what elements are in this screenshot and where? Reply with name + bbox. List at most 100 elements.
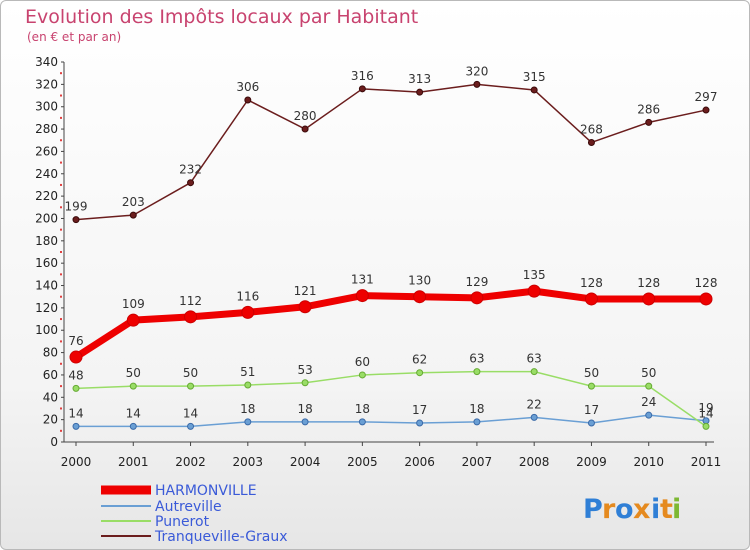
data-point: [358, 418, 366, 426]
y-minor-tick: [60, 429, 62, 432]
legend-label: HARMONVILLE: [155, 483, 257, 499]
data-point: [470, 291, 484, 305]
data-label: 280: [294, 109, 317, 123]
y-tick-label: 140: [35, 279, 58, 293]
data-point: [527, 284, 541, 298]
data-label: 18: [297, 402, 312, 416]
y-minor-tick: [60, 251, 62, 253]
data-label: 313: [408, 72, 431, 86]
data-point: [702, 422, 710, 430]
y-minor-tick: [60, 318, 62, 321]
data-label: 320: [465, 64, 488, 78]
data-label: 76: [68, 334, 83, 348]
data-point: [129, 382, 137, 390]
data-point: [642, 292, 656, 306]
data-point: [416, 88, 424, 96]
x-tick-label: 2002: [175, 455, 206, 469]
x-tick-label: 2010: [633, 455, 664, 469]
y-minor-tick: [60, 94, 62, 97]
data-label: 50: [584, 366, 599, 380]
data-point: [587, 138, 595, 146]
y-minor-tick: [60, 161, 62, 164]
y-minor-tick: [60, 206, 62, 209]
data-point: [187, 382, 195, 390]
data-point: [587, 419, 595, 427]
data-label: 63: [469, 352, 484, 366]
chart-title: Evolution des Impôts locaux par Habitant: [25, 6, 418, 28]
data-point: [72, 384, 80, 392]
data-point: [187, 179, 195, 187]
data-label: 14: [183, 406, 198, 420]
data-label: 14: [126, 406, 141, 420]
y-tick-label: 160: [35, 256, 58, 270]
data-point: [413, 290, 427, 304]
y-minor-tick: [60, 183, 62, 186]
legend: HARMONVILLEAutrevillePunerotTranqueville…: [101, 483, 288, 545]
logo-letter: i: [651, 494, 660, 525]
data-label: 24: [641, 395, 656, 409]
data-label: 50: [183, 366, 198, 380]
y-tick-label: 260: [35, 144, 58, 158]
y-tick-label: 240: [35, 167, 58, 181]
data-label: 51: [240, 365, 255, 379]
y-minor-tick: [60, 385, 62, 388]
data-point: [298, 300, 312, 314]
series-line: [74, 287, 706, 361]
data-label: 128: [637, 276, 660, 290]
data-label: 131: [351, 273, 374, 287]
data-point: [416, 419, 424, 427]
series-harmonville: 76 109 112 116 121 131 130 129 135 128 128 128: [68, 268, 717, 364]
x-tick-label: 2000: [61, 455, 92, 469]
data-label: 60: [355, 355, 370, 369]
data-point: [530, 368, 538, 376]
data-point: [645, 411, 653, 419]
data-label: 62: [412, 353, 427, 367]
legend-label: Tranqueville-Graux: [154, 529, 288, 545]
logo-letter: i: [672, 494, 681, 525]
legend-item: Tranqueville-Graux: [101, 529, 288, 545]
data-label: 18: [469, 402, 484, 416]
y-tick-label: 80: [43, 346, 58, 360]
data-point: [358, 371, 366, 379]
y-tick-label: 320: [35, 77, 58, 91]
y-tick-label: 0: [50, 435, 58, 449]
data-point: [244, 418, 252, 426]
data-point: [129, 211, 137, 219]
logo-letter: t: [660, 494, 673, 525]
data-label: 121: [294, 284, 317, 298]
data-label: 135: [523, 268, 546, 282]
data-label: 315: [523, 70, 546, 84]
logo-letter: o: [615, 494, 634, 525]
data-label: 306: [236, 80, 259, 94]
x-tick-label: 2004: [290, 455, 321, 469]
data-label: 53: [297, 363, 312, 377]
y-tick-label: 200: [35, 211, 58, 225]
legend-label: Punerot: [155, 514, 210, 530]
data-label: 128: [580, 276, 603, 290]
data-label: 116: [236, 289, 259, 303]
data-label: 14: [68, 406, 83, 420]
data-label: 14: [698, 406, 713, 420]
data-point: [358, 85, 366, 93]
y-tick-label: 340: [35, 55, 58, 69]
data-point: [72, 422, 80, 430]
data-label: 19: [698, 401, 713, 415]
data-label: 203: [122, 195, 145, 209]
x-tick-label: 2006: [404, 455, 435, 469]
data-point: [244, 96, 252, 104]
y-minor-tick: [60, 407, 62, 410]
series-line: [75, 370, 707, 427]
legend-item: Punerot: [101, 514, 210, 530]
data-label: 50: [126, 366, 141, 380]
series-line: [75, 83, 707, 221]
y-minor-tick: [60, 139, 62, 142]
y-tick-label: 180: [35, 234, 58, 248]
legend-label: Autreville: [155, 499, 222, 515]
data-label: 129: [465, 275, 488, 289]
logo-letter: x: [633, 494, 650, 525]
y-minor-tick: [60, 72, 62, 75]
data-point: [69, 350, 83, 364]
data-point: [241, 305, 255, 319]
y-tick-label: 100: [35, 323, 58, 337]
